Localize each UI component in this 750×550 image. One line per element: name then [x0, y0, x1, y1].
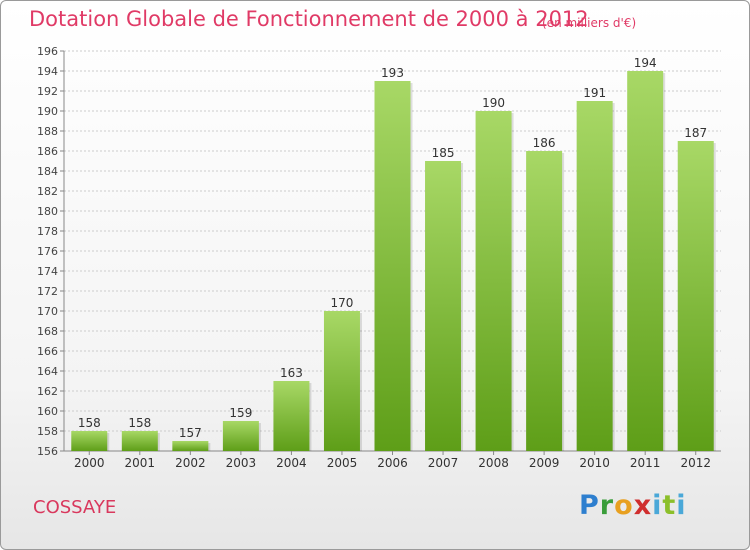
- x-tick-label: 2002: [175, 456, 206, 470]
- bar: [374, 81, 411, 451]
- y-tick-label: 190: [37, 105, 58, 118]
- y-tick-label: 160: [37, 405, 58, 418]
- bar-value-label: 191: [583, 86, 606, 100]
- bar-value-label: 159: [229, 406, 252, 420]
- logo-letter: t: [662, 490, 677, 521]
- chart-title: Dotation Globale de Fonctionnement de 20…: [29, 7, 589, 31]
- y-tick-label: 176: [37, 245, 58, 258]
- bar-value-label: 158: [78, 416, 101, 430]
- logo-letter: P: [579, 490, 600, 521]
- x-tick-label: 2007: [428, 456, 459, 470]
- bars: [71, 71, 716, 451]
- y-tick-label: 172: [37, 285, 58, 298]
- bar-value-label: 194: [634, 56, 657, 70]
- bar-value-label: 157: [179, 426, 202, 440]
- y-tick-label: 178: [37, 225, 58, 238]
- x-tick-label: 2012: [680, 456, 711, 470]
- y-tick-label: 158: [37, 425, 58, 438]
- x-tick-label: 2001: [125, 456, 156, 470]
- bar-value-label: 158: [128, 416, 151, 430]
- x-tick-label: 2009: [529, 456, 560, 470]
- y-tick-label: 194: [37, 65, 58, 78]
- y-tick-label: 166: [37, 345, 58, 358]
- y-tick-label: 164: [37, 365, 58, 378]
- x-tick-label: 2008: [478, 456, 509, 470]
- proxiti-logo[interactable]: Proxiti: [579, 490, 687, 521]
- y-tick-label: 174: [37, 265, 58, 278]
- bar: [425, 161, 462, 451]
- bar-value-label: 187: [684, 126, 707, 140]
- bar: [627, 71, 664, 451]
- y-tick-label: 162: [37, 385, 58, 398]
- y-tick-label: 170: [37, 305, 58, 318]
- y-tick-label: 186: [37, 145, 58, 158]
- logo-letter: x: [633, 490, 653, 521]
- bar: [677, 141, 714, 451]
- commune-name: COSSAYE: [33, 497, 117, 518]
- y-tick-label: 156: [37, 445, 58, 458]
- y-tick-label: 180: [37, 205, 58, 218]
- y-tick-label: 168: [37, 325, 58, 338]
- bar-value-label: 190: [482, 96, 505, 110]
- logo-letter: r: [599, 490, 615, 521]
- x-tick-label: 2011: [630, 456, 661, 470]
- y-tick-label: 192: [37, 85, 58, 98]
- bar: [121, 431, 158, 451]
- bar: [323, 311, 360, 451]
- labels: 156 158 160 162 164 166 168 170 172 174 176 178 180 1…: [37, 45, 711, 470]
- bar: [526, 151, 563, 451]
- y-tick-label: 188: [37, 125, 58, 138]
- bar: [273, 381, 310, 451]
- bar-value-label: 186: [533, 136, 556, 150]
- bar-value-label: 170: [331, 296, 354, 310]
- y-tick-label: 184: [37, 165, 58, 178]
- x-tick-label: 2005: [327, 456, 358, 470]
- bar: [475, 111, 512, 451]
- x-tick-label: 2010: [579, 456, 610, 470]
- logo-letter: i: [676, 490, 687, 521]
- bar-value-label: 193: [381, 66, 404, 80]
- x-tick-label: 2006: [377, 456, 408, 470]
- y-tick-label: 182: [37, 185, 58, 198]
- bar-value-label: 163: [280, 366, 303, 380]
- chart-unit: (en milliers d'€): [542, 16, 637, 30]
- logo-letter: i: [652, 490, 663, 521]
- bar: [71, 431, 108, 451]
- y-tick-label: 196: [37, 45, 58, 58]
- bar-value-label: 185: [432, 146, 455, 160]
- bar: [222, 421, 259, 451]
- logo-letter: o: [614, 490, 634, 521]
- x-tick-label: 2003: [226, 456, 257, 470]
- bar: [576, 101, 613, 451]
- x-tick-label: 2000: [74, 456, 105, 470]
- x-tick-label: 2004: [276, 456, 307, 470]
- bar: [172, 441, 209, 451]
